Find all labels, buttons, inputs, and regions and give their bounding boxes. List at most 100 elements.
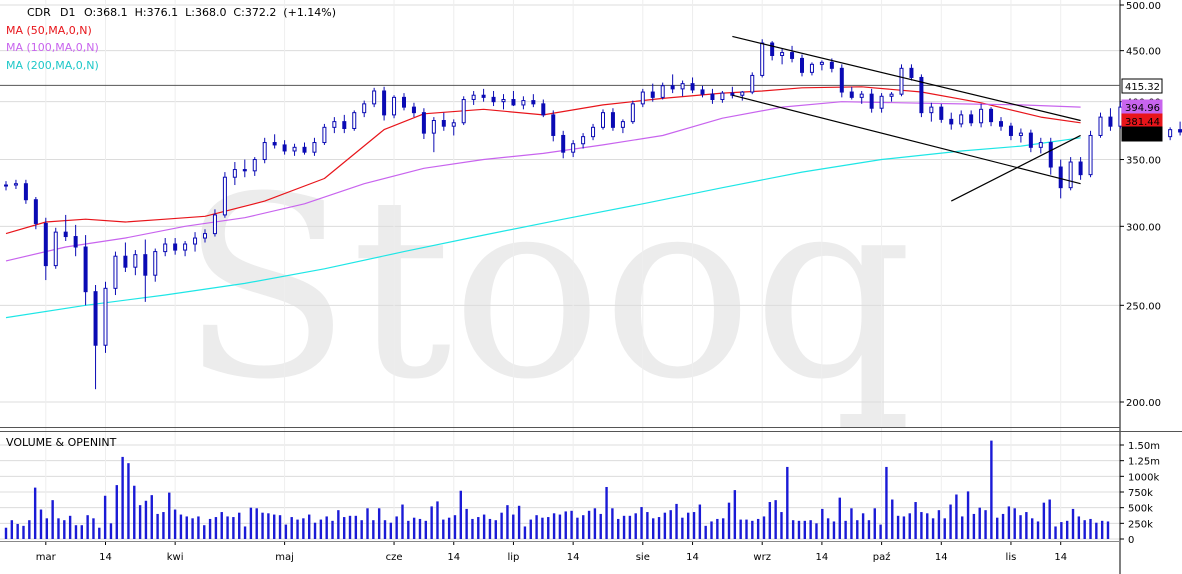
- volume-bar: [663, 512, 667, 539]
- volume-bar: [628, 515, 632, 539]
- volume-tick-label: 0: [1128, 535, 1134, 546]
- candle: [123, 242, 128, 272]
- volume-bar: [931, 518, 935, 539]
- volume-bar: [127, 463, 130, 539]
- candle: [451, 119, 456, 136]
- volume-bar: [337, 510, 340, 539]
- volume-bar: [733, 490, 737, 539]
- volume-bar: [156, 513, 159, 539]
- volume-bars: [4, 440, 1110, 539]
- volume-bar: [990, 440, 993, 539]
- volume-bar: [313, 522, 317, 539]
- candle-body: [133, 254, 138, 268]
- volume-bar: [774, 500, 777, 539]
- candle-body: [23, 183, 28, 201]
- volume-bar: [249, 507, 253, 539]
- volume-bar: [844, 520, 847, 539]
- candle-body: [670, 85, 675, 90]
- candle-body: [183, 243, 188, 251]
- price-label: 415.32: [1121, 78, 1163, 94]
- x-tick-label: 14: [686, 552, 699, 563]
- candle: [372, 87, 377, 108]
- x-tick-label: maj: [275, 552, 294, 563]
- candle-body: [979, 108, 984, 124]
- candle-body: [780, 52, 785, 56]
- candle-body: [113, 255, 118, 289]
- price-label-box: [1121, 78, 1163, 94]
- candle: [382, 86, 387, 121]
- volume-bar: [879, 524, 882, 539]
- candle-body: [521, 100, 526, 106]
- x-tick-label: paź: [873, 551, 891, 563]
- volume-bar: [972, 513, 976, 539]
- volume-bar: [412, 517, 416, 539]
- volume-tick-label: 1000k: [1128, 472, 1159, 483]
- volume-bar: [984, 510, 987, 539]
- volume-bar: [646, 512, 649, 539]
- candle-body: [1028, 132, 1033, 148]
- candle: [561, 130, 566, 159]
- volume-bar: [716, 518, 719, 539]
- volume-bar: [1001, 513, 1005, 539]
- volume-bar: [867, 520, 871, 539]
- price-label: 381.44: [1121, 113, 1163, 129]
- candle: [849, 86, 854, 100]
- candle-body: [1058, 166, 1063, 189]
- candle: [959, 110, 964, 128]
- volume-bar: [208, 518, 212, 539]
- volume-bar: [436, 501, 439, 539]
- candle-body: [372, 90, 377, 105]
- volume-bar: [290, 517, 293, 539]
- volume-bar: [74, 525, 78, 539]
- volume-bar: [698, 504, 702, 539]
- interval: D1: [60, 6, 75, 19]
- volume-bar: [1106, 521, 1110, 539]
- candle-body: [551, 114, 556, 136]
- volume-bar: [453, 515, 457, 539]
- price-tick-label: 200.00: [1126, 398, 1161, 409]
- volume-bar: [809, 520, 812, 539]
- candle: [720, 90, 725, 103]
- x-tick-label: 14: [935, 552, 948, 563]
- volume-bar: [494, 520, 497, 539]
- volume-bar: [541, 517, 544, 539]
- candle: [809, 62, 814, 76]
- volume-bar: [302, 518, 305, 539]
- candle: [183, 241, 188, 257]
- volume-bar: [582, 515, 585, 539]
- candle-body: [13, 183, 18, 186]
- candle: [421, 108, 426, 139]
- candle: [93, 285, 98, 390]
- candle-body: [471, 94, 476, 101]
- candle-body: [93, 291, 98, 346]
- candle: [581, 133, 586, 149]
- candle: [193, 232, 198, 252]
- candle: [1068, 157, 1073, 191]
- x-tick-label: kwi: [167, 552, 184, 563]
- volume-bar: [383, 520, 387, 539]
- volume-bar: [471, 518, 474, 539]
- candle: [203, 229, 207, 243]
- volume-bar: [16, 523, 19, 539]
- candle: [939, 103, 944, 123]
- volume-bar: [517, 505, 521, 539]
- candle: [232, 162, 237, 186]
- candle-body: [83, 246, 88, 293]
- volume-bar: [978, 507, 981, 539]
- volume-bar: [51, 500, 54, 539]
- candle-body: [969, 114, 974, 124]
- volume-bar: [768, 502, 772, 539]
- volume-bar: [1095, 522, 1098, 539]
- candle: [610, 108, 615, 131]
- candle-body: [869, 93, 874, 109]
- volume-bar: [10, 520, 14, 539]
- volume-bar: [885, 466, 888, 539]
- candle: [113, 251, 118, 296]
- candle: [262, 137, 267, 164]
- candle: [521, 96, 526, 110]
- candle: [501, 94, 506, 110]
- candle-body: [700, 89, 705, 95]
- candle-body: [1088, 134, 1093, 176]
- volume-bar: [442, 519, 445, 539]
- candle: [541, 99, 546, 118]
